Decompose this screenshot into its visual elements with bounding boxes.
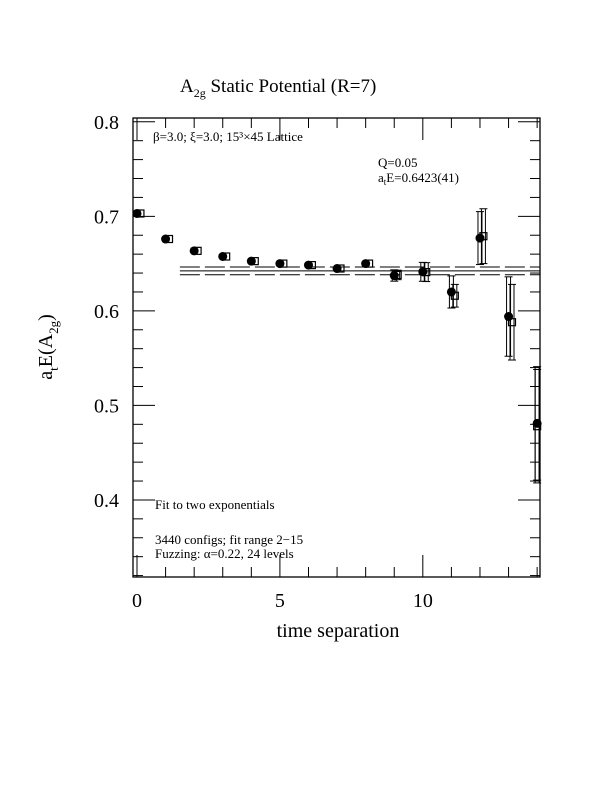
x-tick-label: 5: [275, 590, 285, 612]
y-tick-label: 0.7: [94, 206, 119, 228]
data-point-square: [507, 318, 517, 327]
data-point-square: [393, 270, 402, 280]
data-point-square: [164, 234, 174, 244]
data-point-square: [533, 422, 542, 431]
data-point-square: [422, 268, 431, 277]
data-point-square: [479, 232, 488, 241]
data-point-square: [336, 264, 345, 273]
data-point-square: [136, 209, 145, 218]
x-tick-label: 0: [132, 590, 142, 612]
y-tick-label: 0.8: [94, 112, 119, 134]
y-tick-label: 0.4: [94, 490, 119, 512]
energy-label: atE=0.6423(41): [378, 170, 459, 187]
plot-frame: [132, 117, 541, 578]
data-point-square: [450, 291, 459, 300]
q-label: Q=0.05: [378, 155, 417, 170]
lattice-label: β=3.0; ξ=3.0; 15³×45 Lattice: [153, 129, 303, 144]
chart-title: A2g Static Potential (R=7): [180, 76, 376, 100]
data-point-square: [279, 259, 288, 268]
data-point-square: [250, 257, 259, 266]
data-point-square: [307, 261, 317, 270]
fit-label: Fit to two exponentials: [155, 497, 275, 512]
data-point-square: [364, 259, 374, 268]
y-axis-label: atE(A2g): [35, 314, 61, 380]
y-tick-label: 0.6: [94, 301, 119, 323]
y-tick-label: 0.5: [94, 395, 119, 417]
fuzzing-label: Fuzzing: α=0.22, 24 levels: [155, 546, 294, 561]
data-point-square: [222, 252, 231, 261]
x-axis-label: time separation: [277, 620, 400, 642]
data-point-square: [193, 246, 202, 255]
x-tick-label: 10: [413, 590, 433, 612]
configs-label: 3440 configs; fit range 2−15: [155, 532, 303, 547]
